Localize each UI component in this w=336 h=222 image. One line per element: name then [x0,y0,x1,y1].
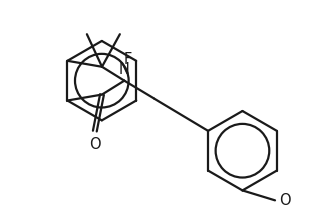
Text: O: O [89,137,101,152]
Text: F: F [124,52,132,67]
Text: N: N [119,62,130,77]
Text: O: O [279,193,291,208]
